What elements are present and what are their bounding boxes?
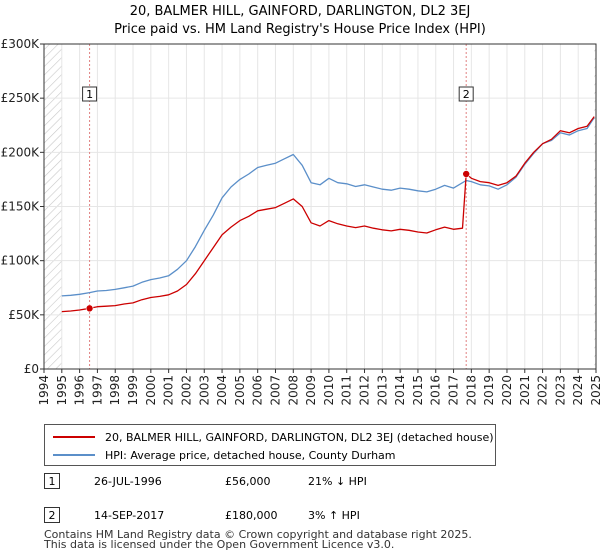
x-tick-label: 2000 bbox=[144, 375, 158, 406]
sale-label-box bbox=[82, 86, 98, 102]
x-tick-label: 2004 bbox=[215, 375, 229, 406]
legend-swatch-red bbox=[53, 436, 95, 438]
x-tick-label: 2016 bbox=[429, 375, 443, 406]
sales-row-1: 1 26-JUL-1996 £56,000 21% ↓ HPI bbox=[44, 472, 367, 490]
y-tick-label: £150K bbox=[1, 200, 41, 214]
x-tick-label: 1999 bbox=[126, 375, 140, 406]
price-chart: 20, BALMER HILL, GAINFORD, DARLINGTON, D… bbox=[1, 4, 600, 406]
sale-point-marker bbox=[462, 170, 470, 178]
sale-hpi-diff: 3% ↑ HPI bbox=[308, 508, 360, 522]
y-tick-label: £50K bbox=[8, 308, 40, 322]
x-tick-label: 2001 bbox=[162, 375, 176, 406]
footer-attribution: Contains HM Land Registry data © Crown c… bbox=[44, 528, 472, 551]
x-tick-label: 1996 bbox=[73, 375, 87, 406]
x-tick-label: 2005 bbox=[233, 375, 247, 406]
x-tick-label: 2010 bbox=[322, 375, 336, 406]
x-tick-label: 2019 bbox=[482, 375, 496, 406]
legend-item-property: 20, BALMER HILL, GAINFORD, DARLINGTON, D… bbox=[53, 429, 494, 445]
x-tick-label: 1995 bbox=[55, 375, 69, 406]
x-tick-label: 2002 bbox=[179, 375, 193, 406]
sale-label-number: 2 bbox=[463, 88, 470, 101]
x-tick-label: 2014 bbox=[393, 375, 407, 406]
sale-date: 26-JUL-1996 bbox=[94, 474, 162, 488]
sales-row-2: 2 14-SEP-2017 £180,000 3% ↑ HPI bbox=[44, 506, 360, 524]
hpi-series-line bbox=[61, 117, 595, 297]
sale-hpi-diff: 21% ↓ HPI bbox=[308, 474, 367, 488]
x-tick-label: 1994 bbox=[37, 375, 51, 406]
x-tick-label: 2007 bbox=[268, 375, 282, 406]
x-tick-label: 1997 bbox=[90, 375, 104, 406]
chart-subtitle: Price paid vs. HM Land Registry's House … bbox=[114, 22, 486, 37]
x-tick-label: 2024 bbox=[571, 375, 585, 406]
y-tick-label: £100K bbox=[1, 254, 41, 268]
sale-number-badge: 1 bbox=[44, 473, 60, 489]
x-tick-label: 2013 bbox=[375, 375, 389, 406]
x-tick-label: 2008 bbox=[286, 375, 300, 406]
legend-label-property: 20, BALMER HILL, GAINFORD, DARLINGTON, D… bbox=[105, 430, 494, 444]
property-series-line bbox=[61, 116, 595, 313]
sale-point-marker bbox=[85, 304, 94, 313]
x-tick-label: 2025 bbox=[589, 375, 600, 406]
sale-label-box bbox=[458, 86, 474, 102]
sale-number-badge: 2 bbox=[44, 507, 60, 523]
sale-label-number: 1 bbox=[86, 88, 93, 101]
y-tick-label: £0 bbox=[24, 362, 39, 376]
x-tick-label: 2020 bbox=[500, 375, 514, 406]
sale-price: £56,000 bbox=[225, 474, 271, 488]
x-tick-label: 2003 bbox=[197, 375, 211, 406]
x-tick-label: 2018 bbox=[464, 375, 478, 406]
x-tick-label: 2012 bbox=[358, 375, 372, 406]
x-tick-label: 2015 bbox=[411, 375, 425, 406]
x-tick-label: 2017 bbox=[447, 375, 461, 406]
y-tick-label: £300K bbox=[1, 37, 41, 51]
y-tick-label: £200K bbox=[1, 145, 41, 159]
legend-item-hpi: HPI: Average price, detached house, Coun… bbox=[53, 447, 396, 463]
footer-line-licence: This data is licensed under the Open Gov… bbox=[44, 538, 395, 551]
x-tick-label: 2011 bbox=[340, 375, 354, 406]
x-tick-label: 2022 bbox=[536, 375, 550, 406]
legend-label-hpi: HPI: Average price, detached house, Coun… bbox=[105, 448, 396, 462]
x-tick-label: 2009 bbox=[304, 375, 318, 406]
footer-line-copyright: Contains HM Land Registry data © Crown c… bbox=[44, 528, 472, 541]
legend: 20, BALMER HILL, GAINFORD, DARLINGTON, D… bbox=[44, 424, 496, 466]
x-tick-label: 2023 bbox=[553, 375, 567, 406]
chart-title: 20, BALMER HILL, GAINFORD, DARLINGTON, D… bbox=[130, 4, 471, 19]
y-tick-label: £250K bbox=[1, 91, 41, 105]
sale-date: 14-SEP-2017 bbox=[94, 508, 165, 522]
legend-swatch-blue bbox=[53, 454, 95, 456]
sale-price: £180,000 bbox=[225, 508, 278, 522]
x-tick-label: 2006 bbox=[251, 375, 265, 406]
x-tick-label: 1998 bbox=[108, 375, 122, 406]
x-tick-label: 2021 bbox=[518, 375, 532, 406]
